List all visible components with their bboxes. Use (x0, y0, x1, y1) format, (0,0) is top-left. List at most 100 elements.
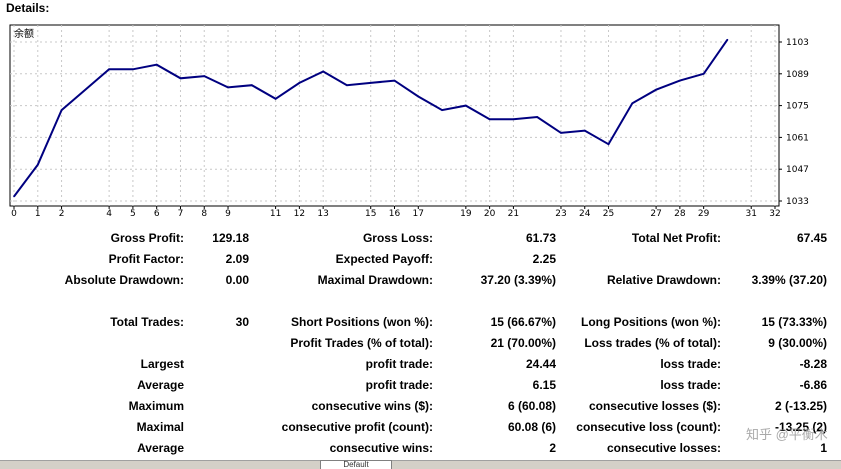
balance-point (322, 70, 324, 73)
balance-point (132, 68, 134, 71)
bottom-tab-default[interactable]: Default (320, 460, 392, 469)
x-tick-label: 16 (389, 209, 401, 219)
gross-loss-value: 61.73 (525, 231, 556, 245)
maximal-cons-loss-value: -13.25 (2) (774, 420, 827, 434)
balance-point (251, 84, 253, 86)
total-trades-label: Total Trades: (110, 315, 184, 329)
balance-point (274, 97, 277, 100)
balance-points (13, 38, 729, 198)
profit-trades-value: 21 (70.00%) (490, 336, 556, 350)
balance-point (655, 88, 657, 91)
x-tick-label: 23 (555, 209, 566, 219)
short-positions-label: Short Positions (won %): (291, 315, 433, 329)
average2-label: Average (137, 441, 184, 455)
x-tick-label: 15 (365, 209, 376, 219)
loss-trades-value: 9 (30.00%) (768, 336, 827, 350)
avg-cons-losses-label: consecutive losses: (606, 441, 721, 455)
details-title: Details: (6, 1, 50, 15)
x-tick-label: 4 (106, 209, 112, 219)
balance-point (393, 79, 396, 82)
balance-point (346, 84, 348, 86)
relative-drawdown-label: Relative Drawdown: (606, 273, 721, 287)
balance-point (536, 116, 538, 118)
absolute-drawdown-value: 0.00 (225, 273, 249, 287)
maximal-drawdown-label: Maximal Drawdown: (317, 273, 433, 287)
profit-trades-label: Profit Trades (% of total): (290, 336, 433, 350)
balance-point (441, 109, 443, 111)
balance-point (13, 195, 15, 198)
short-positions-value: 15 (66.67%) (490, 315, 556, 329)
y-axis-ticks: 1103 1089 1075 1061 1047 1033 (779, 38, 809, 207)
x-tick-label: 8 (201, 209, 207, 219)
y-tick-label: 1103 (786, 38, 809, 48)
gross-profit-label: Gross Profit: (110, 231, 184, 245)
watermark: 知乎 @平衡木 (746, 427, 828, 442)
average-profit-value: 6.15 (532, 378, 556, 392)
largest-loss-value: -8.28 (799, 357, 827, 371)
balance-point (560, 132, 562, 134)
x-tick-label: 7 (178, 209, 184, 219)
largest-profit-label: profit trade: (365, 357, 433, 371)
maximum-label: Maximum (128, 399, 184, 413)
balance-point (512, 118, 515, 121)
max-cons-wins-label: consecutive wins ($): (311, 399, 433, 413)
x-tick-label: 20 (484, 209, 496, 219)
balance-point (84, 88, 87, 91)
bottom-tab-bar (0, 460, 841, 469)
balance-chart: 0 1 2 4 5 6 7 8 9 11 12 13 15 16 17 19 20 21 23 24 25 27 28 29 3… (9, 24, 809, 219)
x-tick-label: 21 (508, 209, 519, 219)
x-tick-label: 31 (745, 209, 756, 219)
x-tick-label: 24 (579, 209, 591, 219)
average-loss-value: -6.86 (799, 378, 827, 392)
balance-point (583, 129, 586, 132)
x-tick-label: 27 (650, 209, 661, 219)
x-tick-label: 17 (413, 209, 424, 219)
average-label: Average (137, 378, 184, 392)
x-tick-label: 9 (225, 209, 231, 219)
balance-point (60, 109, 63, 111)
x-tick-label: 6 (154, 209, 160, 219)
balance-point (679, 79, 681, 82)
maximal-cons-profit-value: 60.08 (6) (507, 420, 556, 434)
y-tick-label: 1075 (786, 102, 809, 112)
maximal-label: Maximal (136, 420, 184, 434)
balance-point (631, 102, 634, 105)
total-net-profit-value: 67.45 (796, 231, 827, 245)
maximal-cons-loss-label: consecutive loss (count): (576, 420, 721, 434)
balance-point (36, 163, 39, 166)
long-positions-value: 15 (73.33%) (761, 315, 827, 329)
long-positions-label: Long Positions (won %): (581, 315, 721, 329)
y-tick-label: 1033 (786, 197, 809, 207)
largest-label: Largest (140, 357, 184, 371)
balance-point (607, 143, 610, 146)
gross-profit-value: 129.18 (212, 231, 249, 245)
x-tick-label: 28 (674, 209, 686, 219)
x-tick-label: 19 (460, 209, 472, 219)
avg-cons-wins-value: 2 (549, 441, 556, 455)
max-cons-losses-value: 2 (-13.25) (774, 399, 827, 413)
x-tick-label: 11 (270, 209, 281, 219)
balance-point (203, 75, 206, 77)
x-tick-label: 12 (294, 209, 305, 219)
balance-point (179, 77, 182, 80)
balance-point (417, 95, 420, 98)
chart-grid (10, 25, 779, 206)
x-tick-label: 1 (35, 209, 41, 219)
balance-point (298, 82, 301, 84)
balance-point (155, 63, 158, 66)
x-tick-label: 29 (698, 209, 710, 219)
average-profit-label: profit trade: (365, 378, 433, 392)
balance-point (702, 73, 705, 75)
x-tick-label: 2 (59, 209, 65, 219)
average-loss-label: loss trade: (660, 378, 721, 392)
avg-cons-losses-value: 1 (820, 441, 827, 455)
balance-point (108, 68, 110, 71)
y-tick-label: 1047 (786, 165, 809, 175)
maximal-cons-profit-label: consecutive profit (count): (281, 420, 433, 434)
total-trades-value: 30 (235, 315, 249, 329)
balance-point (369, 82, 372, 84)
gross-loss-label: Gross Loss: (362, 231, 433, 245)
absolute-drawdown-label: Absolute Drawdown: (64, 273, 184, 287)
x-tick-label: 5 (130, 209, 136, 219)
maximal-drawdown-value: 37.20 (3.39%) (480, 273, 556, 287)
